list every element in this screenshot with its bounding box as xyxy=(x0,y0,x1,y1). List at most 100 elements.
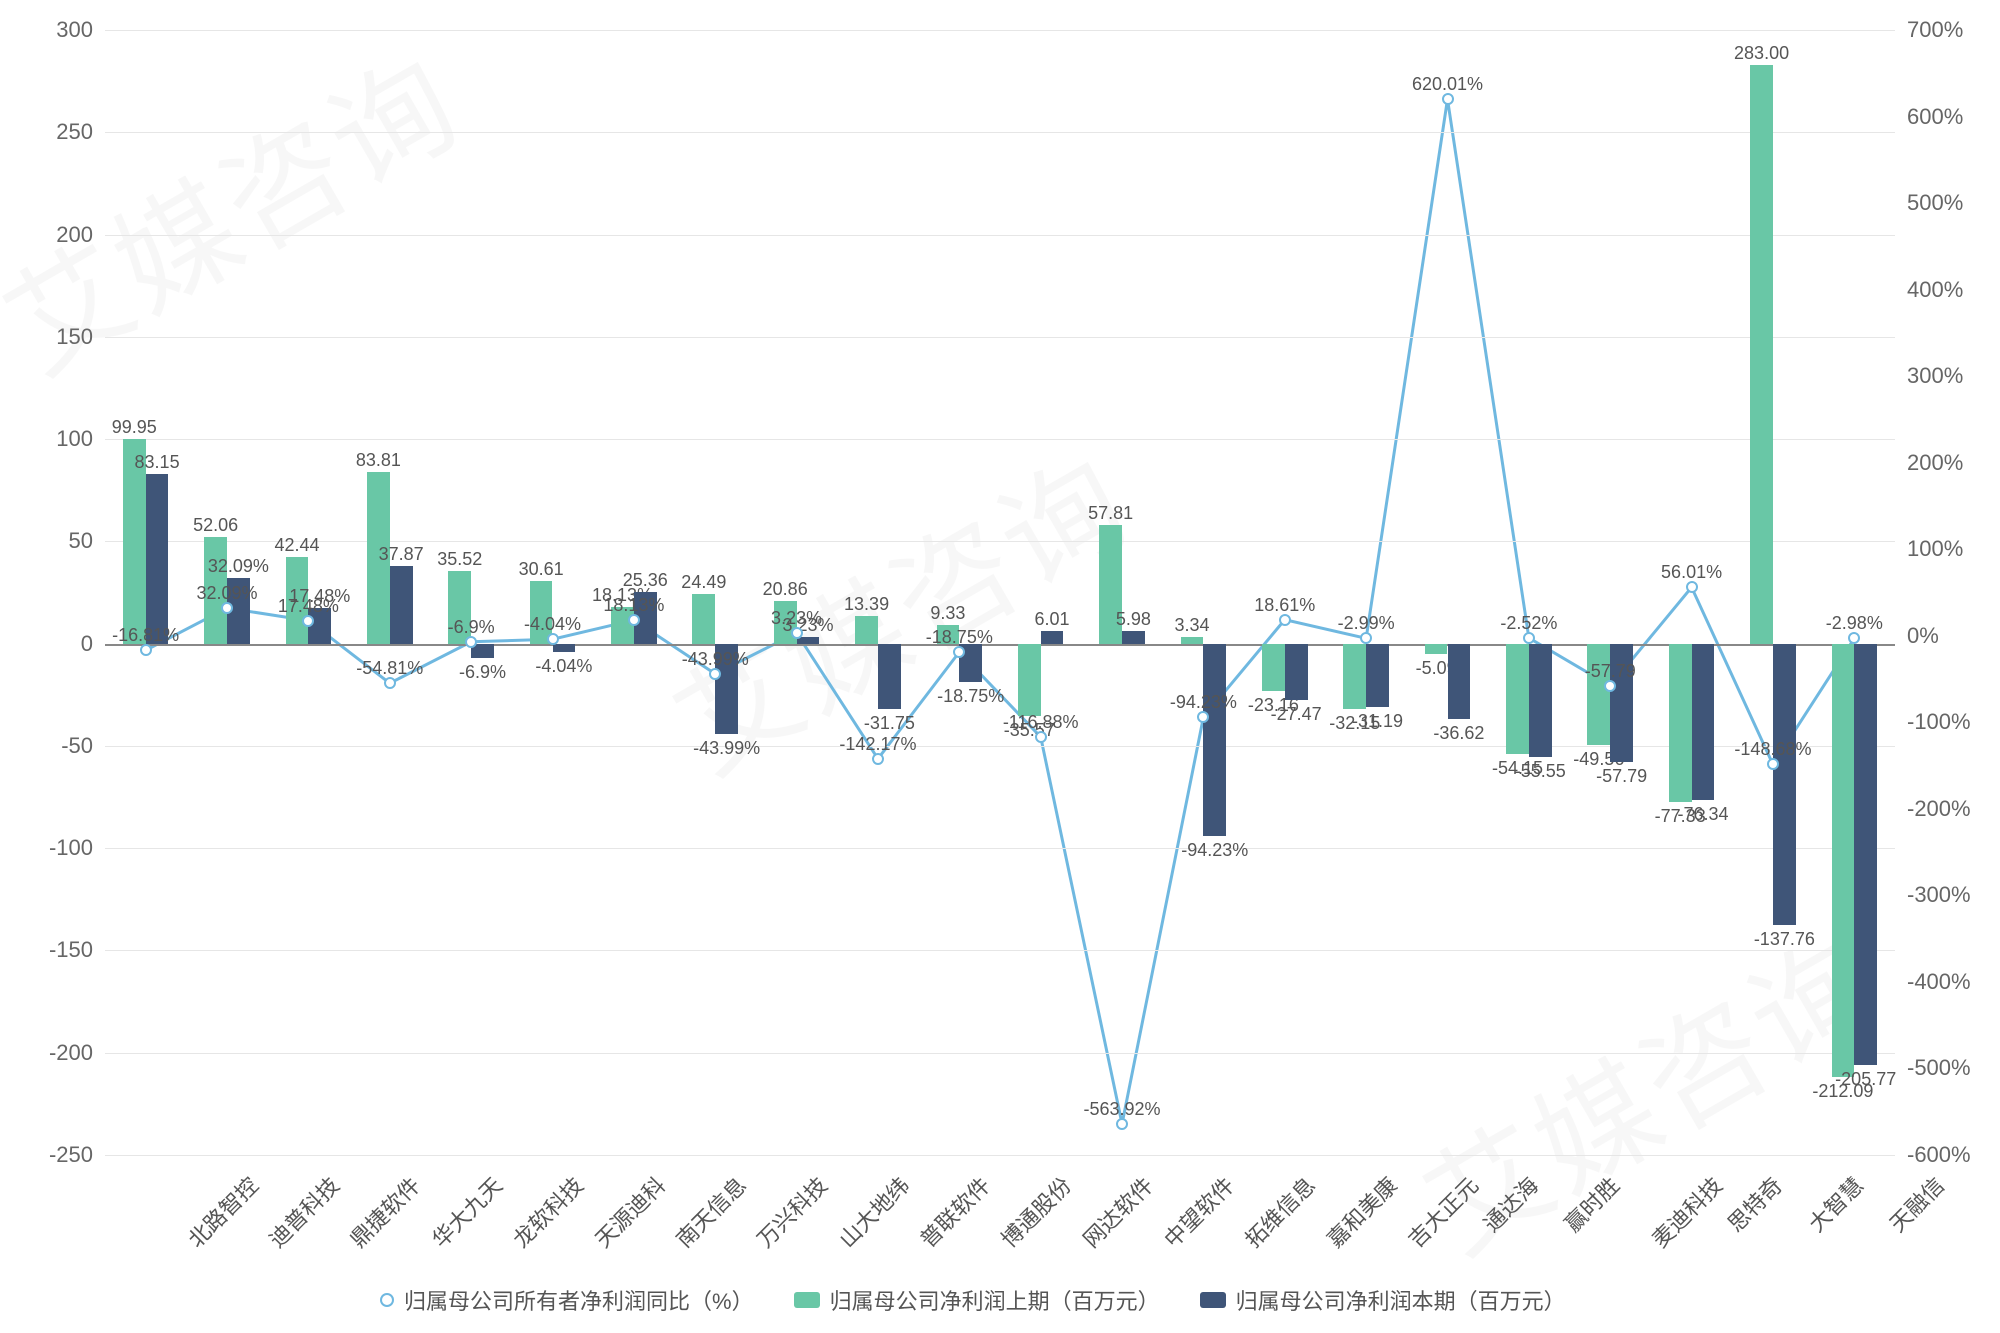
y-left-tick: -150 xyxy=(49,937,93,963)
bar-prev-period xyxy=(1832,644,1855,1078)
legend-label: 归属母公司所有者净利润同比（%） xyxy=(404,1284,754,1316)
gridline xyxy=(105,337,1895,338)
line-value-label: -2.99% xyxy=(1338,613,1395,634)
bar-value-label: 83.15 xyxy=(135,452,180,473)
bar-prev-period xyxy=(1506,644,1529,755)
bar-curr-period xyxy=(146,474,169,644)
x-category-label: 大智慧 xyxy=(1800,1169,1869,1238)
line-value-label: -43.99% xyxy=(682,649,749,670)
line-value-label: -563.92% xyxy=(1084,1099,1161,1120)
bar-value-label: 35.52 xyxy=(437,549,482,570)
y-right-tick: 0% xyxy=(1907,623,1939,649)
bar-curr-period xyxy=(553,644,576,652)
bar-prev-period xyxy=(1425,644,1448,654)
line-value-label: -6.9% xyxy=(448,617,495,638)
x-category-label: 普联软件 xyxy=(912,1169,997,1254)
bar-curr-period xyxy=(390,566,413,643)
gridline xyxy=(105,132,1895,133)
x-category-label: 中望软件 xyxy=(1156,1169,1241,1254)
bar-value-label: 13.39 xyxy=(844,594,889,615)
legend-swatch-rect-icon xyxy=(1200,1292,1226,1308)
bar-prev-period xyxy=(855,616,878,643)
bar-value-label: -4.04% xyxy=(535,656,592,677)
legend-label: 归属母公司净利润上期（百万元） xyxy=(830,1284,1160,1316)
y-left-tick: -200 xyxy=(49,1040,93,1066)
bar-value-label: -137.76 xyxy=(1754,929,1815,950)
bar-value-label: 57.81 xyxy=(1088,503,1133,524)
y-right-tick: 600% xyxy=(1907,104,1963,130)
bar-prev-period xyxy=(692,594,715,644)
bar-value-label: 52.06 xyxy=(193,515,238,536)
x-category-label: 网达软件 xyxy=(1074,1169,1159,1254)
bar-prev-period xyxy=(1587,644,1610,745)
bar-value-label: -76.34 xyxy=(1677,804,1728,825)
line-value-label: 32.09% xyxy=(197,583,258,604)
x-category-label: 鼎捷软件 xyxy=(342,1169,427,1254)
y-left-tick: 50 xyxy=(69,528,93,554)
line-value-label: -2.98% xyxy=(1826,613,1883,634)
bar-value-label: 3.34 xyxy=(1174,615,1209,636)
x-category-label: 嘉和美康 xyxy=(1319,1169,1404,1254)
line-value-label: 3.23% xyxy=(771,608,822,629)
line-value-label: 17.48% xyxy=(278,595,339,616)
line-value-label: 18.13% xyxy=(603,595,664,616)
bar-curr-period xyxy=(1122,631,1145,643)
bar-value-label: 5.98 xyxy=(1116,609,1151,630)
x-category-label: 龙软科技 xyxy=(505,1169,590,1254)
line-value-label: -16.81% xyxy=(112,625,179,646)
y-left-tick: 150 xyxy=(56,324,93,350)
bar-value-label: 283.00 xyxy=(1734,43,1789,64)
x-category-label: 华大九天 xyxy=(424,1169,509,1254)
x-category-label: 思特奇 xyxy=(1719,1169,1788,1238)
x-category-label: 南天信息 xyxy=(668,1169,753,1254)
bar-value-label: 32.09% xyxy=(208,556,269,577)
legend-item: 归属母公司净利润本期（百万元） xyxy=(1200,1284,1566,1316)
y-left-tick: 250 xyxy=(56,119,93,145)
bar-value-label: -27.47 xyxy=(1271,704,1322,725)
x-category-label: 迪普科技 xyxy=(261,1169,346,1254)
x-category-label: 北路智控 xyxy=(179,1169,264,1254)
y-right-tick: -200% xyxy=(1907,796,1971,822)
y-left-tick: -250 xyxy=(49,1142,93,1168)
line-value-label: 56.01% xyxy=(1661,562,1722,583)
y-right-tick: 100% xyxy=(1907,536,1963,562)
bar-curr-period xyxy=(1692,644,1715,800)
bar-value-label: -31.75 xyxy=(864,713,915,734)
line-value-label: -2.52% xyxy=(1500,613,1557,634)
gridline xyxy=(105,950,1895,951)
legend-swatch-circle-icon xyxy=(380,1293,394,1307)
bar-value-label: -55.55 xyxy=(1515,761,1566,782)
y-right-tick: -100% xyxy=(1907,709,1971,735)
gridline xyxy=(105,30,1895,31)
bar-curr-period xyxy=(1285,644,1308,700)
legend-swatch-rect-icon xyxy=(794,1292,820,1308)
y-right-tick: 500% xyxy=(1907,190,1963,216)
bar-prev-period xyxy=(1343,644,1366,710)
chart-container: 艾媒咨询 艾媒咨询 艾媒咨询 -250-200-150-100-50050100… xyxy=(0,0,2000,1333)
y-right-tick: 400% xyxy=(1907,277,1963,303)
y-left-tick: -50 xyxy=(61,733,93,759)
line-value-label: -116.88% xyxy=(1003,712,1079,733)
bar-curr-period xyxy=(1773,644,1796,926)
bar-curr-period xyxy=(1203,644,1226,837)
bar-value-label: 24.49 xyxy=(681,572,726,593)
line-value-label: -57.79 xyxy=(1585,661,1636,682)
bar-value-label: 30.61 xyxy=(519,559,564,580)
gridline xyxy=(105,1053,1895,1054)
bar-curr-period xyxy=(797,637,820,644)
y-left-tick: -100 xyxy=(49,835,93,861)
line-value-label: -142.17% xyxy=(839,734,916,755)
bar-curr-period xyxy=(1366,644,1389,708)
legend-item: 归属母公司净利润上期（百万元） xyxy=(794,1284,1160,1316)
bar-value-label: 37.87 xyxy=(379,544,424,565)
x-category-label: 通达海 xyxy=(1475,1169,1544,1238)
x-category-label: 拓维信息 xyxy=(1237,1169,1322,1254)
bar-value-label: 83.81 xyxy=(356,450,401,471)
bar-value-label: -43.99% xyxy=(693,738,760,759)
bar-prev-period xyxy=(1669,644,1692,802)
line-value-label: -54.81% xyxy=(356,658,423,679)
y-right-tick: -400% xyxy=(1907,969,1971,995)
line-value-label: 620.01% xyxy=(1412,74,1483,95)
y-right-tick: 700% xyxy=(1907,17,1963,43)
bar-curr-period xyxy=(878,644,901,709)
